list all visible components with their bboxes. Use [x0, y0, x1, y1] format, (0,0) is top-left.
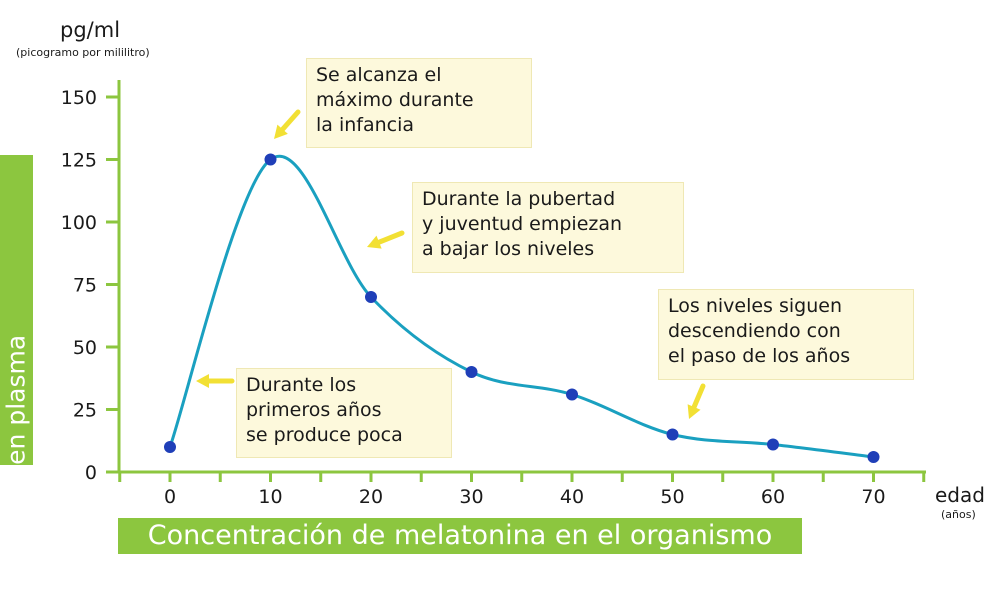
y-unit-detail: (picogramo por mililitro) [16, 46, 150, 59]
data-point [264, 153, 277, 166]
y-tick-label: 100 [61, 212, 97, 234]
annotation-peak: Se alcanza el máximo durante la infancia [306, 58, 532, 148]
annotation-decline: Los niveles siguen descendiendo con el p… [658, 289, 914, 380]
x-tick-label: 40 [560, 486, 584, 508]
data-point [465, 366, 478, 378]
ticks: 0 25 50 75 100 125 150 0 10 20 30 40 50 60 70 [61, 87, 926, 508]
data-point [566, 388, 578, 401]
arrow-puberty-head [367, 235, 382, 249]
x-tick-label: 20 [359, 486, 383, 508]
y-tick-label: 150 [61, 87, 97, 109]
y-unit: pg/ml [60, 18, 121, 42]
x-unit-detail: (años) [941, 508, 976, 521]
data-point [767, 438, 779, 451]
y-tick-label: 75 [73, 275, 97, 297]
arrow-decline-shaft [691, 383, 706, 410]
data-point [666, 428, 679, 441]
chart-svg: 0 25 50 75 100 125 150 0 10 20 30 40 50 60 70 [61, 80, 926, 508]
arrow-peak-head [274, 124, 288, 139]
y-axis-label: Melatonia en plasma [1, 334, 31, 595]
arrow-peak-shaft [280, 109, 301, 132]
annotation-puberty: Durante la pubertad y juventud empiezan … [412, 182, 684, 273]
x-tick-label: 10 [258, 486, 282, 508]
y-tick-label: 125 [61, 150, 97, 172]
data-point [164, 441, 176, 453]
arrow-decline-head [687, 404, 701, 419]
data-point [867, 451, 880, 463]
y-tick-label: 25 [73, 400, 97, 422]
x-tick-label: 50 [660, 486, 684, 508]
x-tick-label: 60 [761, 486, 785, 508]
annotation-arrows [196, 109, 706, 419]
data-point [365, 291, 377, 303]
chart-title: Concentración de melatonina en el organi… [118, 518, 802, 554]
x-tick-label: 30 [459, 486, 483, 508]
x-tick-label: 0 [164, 486, 176, 508]
y-axis-label-box: Melatonia en plasma [0, 155, 33, 595]
y-tick-label: 50 [73, 337, 97, 359]
arrow-early-years-head [196, 374, 209, 388]
arrow-puberty-shaft [376, 230, 405, 245]
x-tick-label: 70 [861, 486, 885, 508]
x-axis-label: edad [935, 483, 985, 507]
y-tick-label: 0 [85, 462, 97, 484]
annotation-early-years: Durante los primeros años se produce poc… [236, 368, 452, 458]
series [164, 153, 880, 463]
